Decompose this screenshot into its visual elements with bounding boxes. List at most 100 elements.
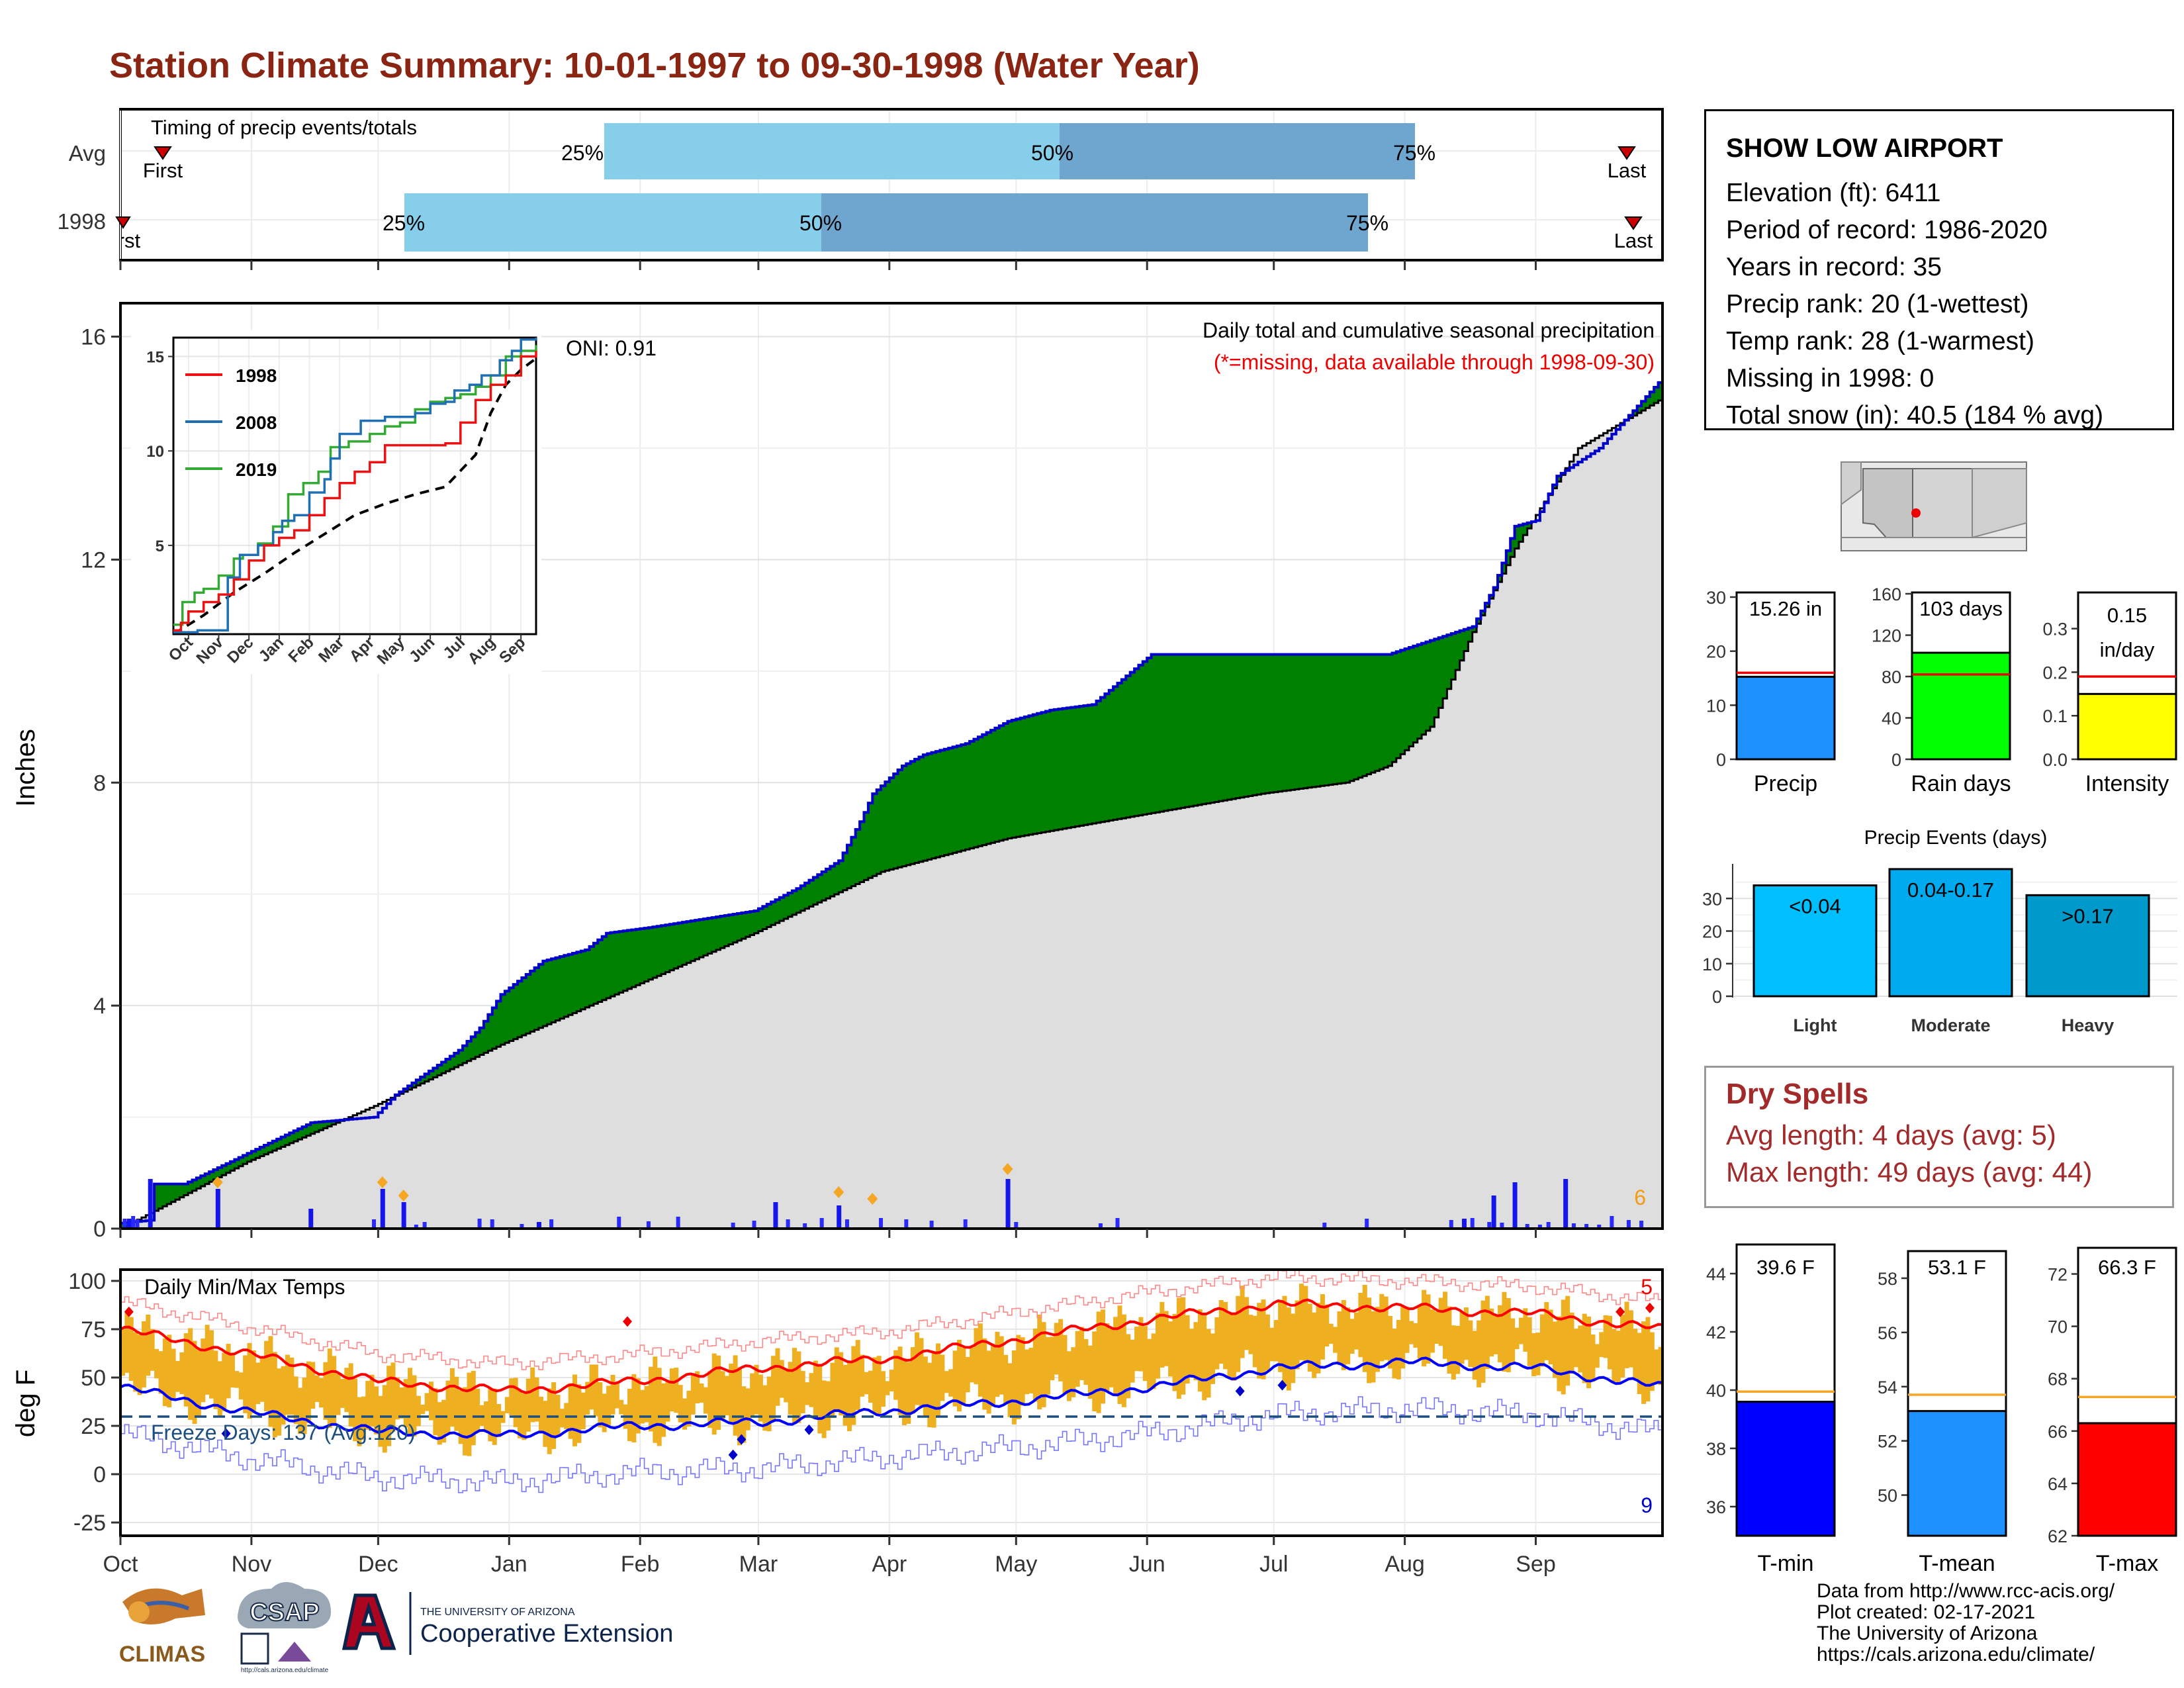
events-title: Precip Events (days) — [1864, 827, 2048, 849]
page-title: Station Climate Summary: 10-01-1997 to 0… — [109, 46, 1200, 85]
average-max-line — [120, 1298, 1663, 1394]
station-name: SHOW LOW AIRPORT — [1726, 134, 2003, 163]
temp-day-bar — [306, 1361, 311, 1423]
inset-ytick-label: 5 — [156, 538, 164, 555]
temp-day-bar — [454, 1376, 459, 1431]
mini-ytick-label: 160 — [1872, 585, 1901, 604]
temp-day-bar — [1392, 1329, 1397, 1379]
credit-plot-created: Plot created: 02-17-2021 — [1817, 1601, 2036, 1623]
daily-precip-bar — [1098, 1223, 1103, 1229]
temp-day-bar — [1553, 1321, 1558, 1378]
temp-day-bar — [974, 1328, 979, 1385]
daily-precip-bar — [786, 1219, 790, 1229]
record-low-marker — [1235, 1385, 1245, 1397]
temp-day-bar — [834, 1347, 839, 1411]
freeze-days-label: Freeze Days: 137 (Avg:120) — [151, 1421, 416, 1444]
temp-day-bar — [1422, 1289, 1427, 1367]
temp-day-bar — [1223, 1301, 1228, 1370]
temp-day-bar — [437, 1402, 442, 1445]
temp-xtick-label: Jul — [1259, 1552, 1288, 1577]
temp-day-bar — [1181, 1297, 1186, 1395]
temp-day-bar — [1273, 1320, 1279, 1362]
daily-precip-bar — [1546, 1222, 1551, 1229]
average-cumulative-line — [120, 398, 1664, 1230]
tmean-bar — [1907, 1410, 2007, 1537]
temp-day-bar — [1628, 1310, 1633, 1368]
tempbar-ytick-label: 70 — [2048, 1317, 2068, 1337]
temp-day-bar — [1502, 1291, 1507, 1372]
timing-xticks — [119, 260, 1537, 270]
temp-day-bar — [598, 1382, 603, 1428]
temp-day-bar — [1371, 1311, 1376, 1383]
temp-day-bar — [1011, 1350, 1017, 1425]
temp-day-bar — [669, 1368, 674, 1412]
temp-day-bar — [1227, 1314, 1232, 1379]
temp-day-bar — [196, 1348, 201, 1416]
temp-day-bar — [733, 1355, 738, 1436]
tmin-chart: 36 38 40 42 44 39.6 F T-min — [1706, 1243, 1836, 1576]
inset-2019-line — [173, 345, 537, 626]
temp-day-bar — [568, 1383, 573, 1439]
daily-precip-bar — [731, 1223, 735, 1229]
dry-spells-box: Dry Spells Avg length: 4 days (avg: 5) M… — [1704, 1066, 2174, 1208]
timing-1998-first-marker — [115, 216, 131, 229]
tmin-xlabel: T-min — [1758, 1551, 1814, 1576]
temp-day-bar — [1480, 1300, 1486, 1383]
temp-day-bar — [589, 1364, 594, 1410]
temp-day-bar — [441, 1399, 447, 1443]
temp-day-bar — [285, 1354, 290, 1415]
temp-day-bar — [175, 1360, 180, 1392]
svg-text:Cooperative Extension: Cooperative Extension — [420, 1620, 673, 1648]
temp-day-bar — [792, 1348, 797, 1425]
temp-day-bar — [268, 1336, 273, 1427]
temp-day-bar — [154, 1348, 159, 1379]
tempbar-ytick-label: 72 — [2048, 1265, 2068, 1285]
mini-ytick-label: 10 — [1706, 696, 1726, 716]
events-bar-moderate — [1888, 868, 2013, 998]
temp-day-bar — [635, 1378, 641, 1434]
temp-day-bar — [813, 1360, 818, 1420]
daily-precip-bar — [819, 1218, 824, 1229]
temp-day-bar — [1573, 1329, 1578, 1368]
precip-total-xlabel: Precip — [1754, 771, 1817, 796]
temp-day-bar — [729, 1364, 734, 1423]
temp-day-bar — [961, 1348, 966, 1406]
temp-day-bar — [1539, 1314, 1545, 1367]
temp-day-bar — [881, 1371, 886, 1407]
temp-day-bar — [1307, 1303, 1312, 1372]
temp-day-bar — [365, 1381, 371, 1430]
record-min-line — [120, 1396, 1663, 1493]
temp-day-bar — [1337, 1311, 1342, 1366]
temp-day-bar — [796, 1351, 801, 1423]
temp-day-bar — [243, 1355, 248, 1413]
tmean-xlabel: T-mean — [1919, 1551, 1995, 1576]
temp-day-bar — [1197, 1309, 1203, 1392]
temp-day-bar — [1590, 1335, 1596, 1382]
temp-day-bar — [525, 1378, 531, 1432]
temp-day-bar — [1438, 1297, 1443, 1346]
temp-day-bar — [897, 1346, 903, 1415]
mini-ytick-label: 0 — [1716, 750, 1726, 770]
temp-min-count: 9 — [1641, 1493, 1653, 1517]
temp-day-bar — [1282, 1295, 1287, 1386]
tempbar-ytick-label: 36 — [1706, 1497, 1726, 1517]
temp-day-bar — [1349, 1319, 1355, 1354]
temp-day-bar — [965, 1356, 970, 1393]
tmax-ticks: 62 64 66 68 70 72 — [2048, 1265, 2078, 1546]
events-category-label: Light — [1794, 1015, 1837, 1035]
temp-day-bar — [1312, 1312, 1317, 1378]
temp-day-bar — [382, 1385, 387, 1453]
precip-total-bar — [1735, 675, 1836, 761]
temp-day-bar — [238, 1372, 244, 1400]
temp-day-bar — [610, 1374, 615, 1415]
tmax-xlabel: T-max — [2096, 1551, 2158, 1576]
temp-ytick-label: 100 — [68, 1269, 106, 1294]
tempbar-ytick-label: 64 — [2048, 1474, 2068, 1494]
daily-precip-bar — [617, 1217, 621, 1229]
temp-xtick-label: Mar — [739, 1552, 778, 1577]
temp-day-bar — [585, 1382, 590, 1415]
temp-day-bar — [408, 1368, 413, 1437]
temp-day-bar — [445, 1380, 451, 1433]
temp-day-bar — [665, 1382, 670, 1422]
